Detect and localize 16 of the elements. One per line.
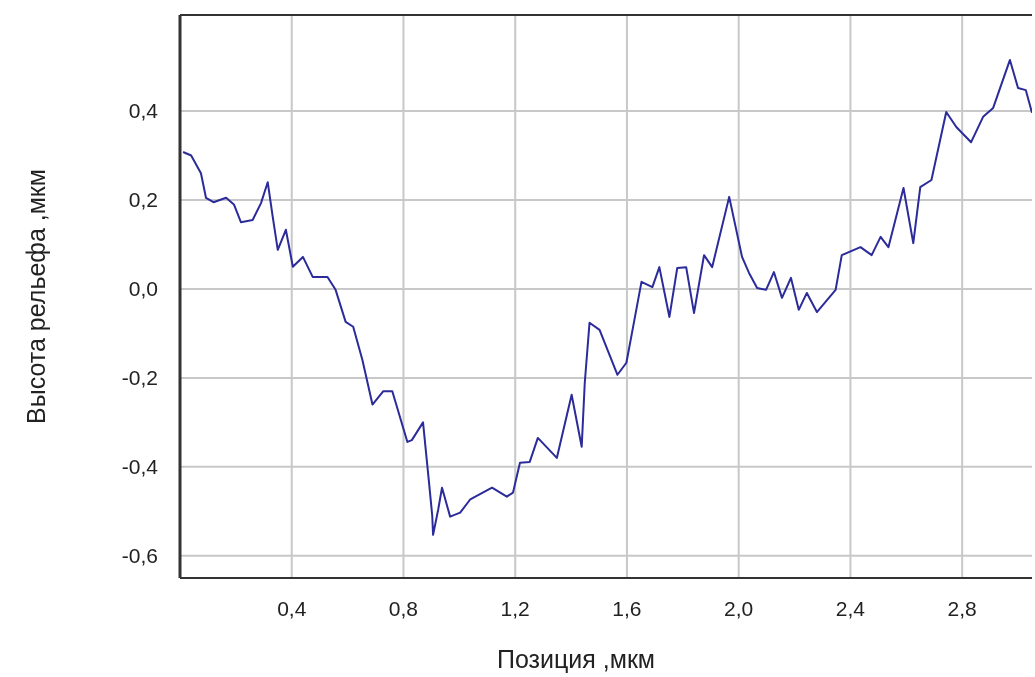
x-axis-title: Позиция ,мкм [496,645,656,673]
y-axis-title: Высота рельефа ,мкм [22,169,50,424]
y-tick-label: 0,4 [128,99,159,123]
x-tick-label: 0,4 [277,597,307,620]
y-tick-label: -0,4 [121,455,159,479]
x-tick-label: 2,8 [947,597,977,620]
y-tick-label: 0,0 [128,277,158,301]
x-tick-label: 1,2 [500,597,530,620]
x-tick-label: 2,4 [835,597,866,620]
x-tick-label: 1,6 [612,597,642,620]
line-series [182,58,1032,536]
x-tick-label: 0,8 [388,597,419,620]
y-tick-label: 0,2 [128,188,158,212]
x-tick-label: 2,0 [724,597,754,620]
y-tick-label: -0,2 [121,366,158,390]
y-tick-label: -0,6 [121,544,158,568]
